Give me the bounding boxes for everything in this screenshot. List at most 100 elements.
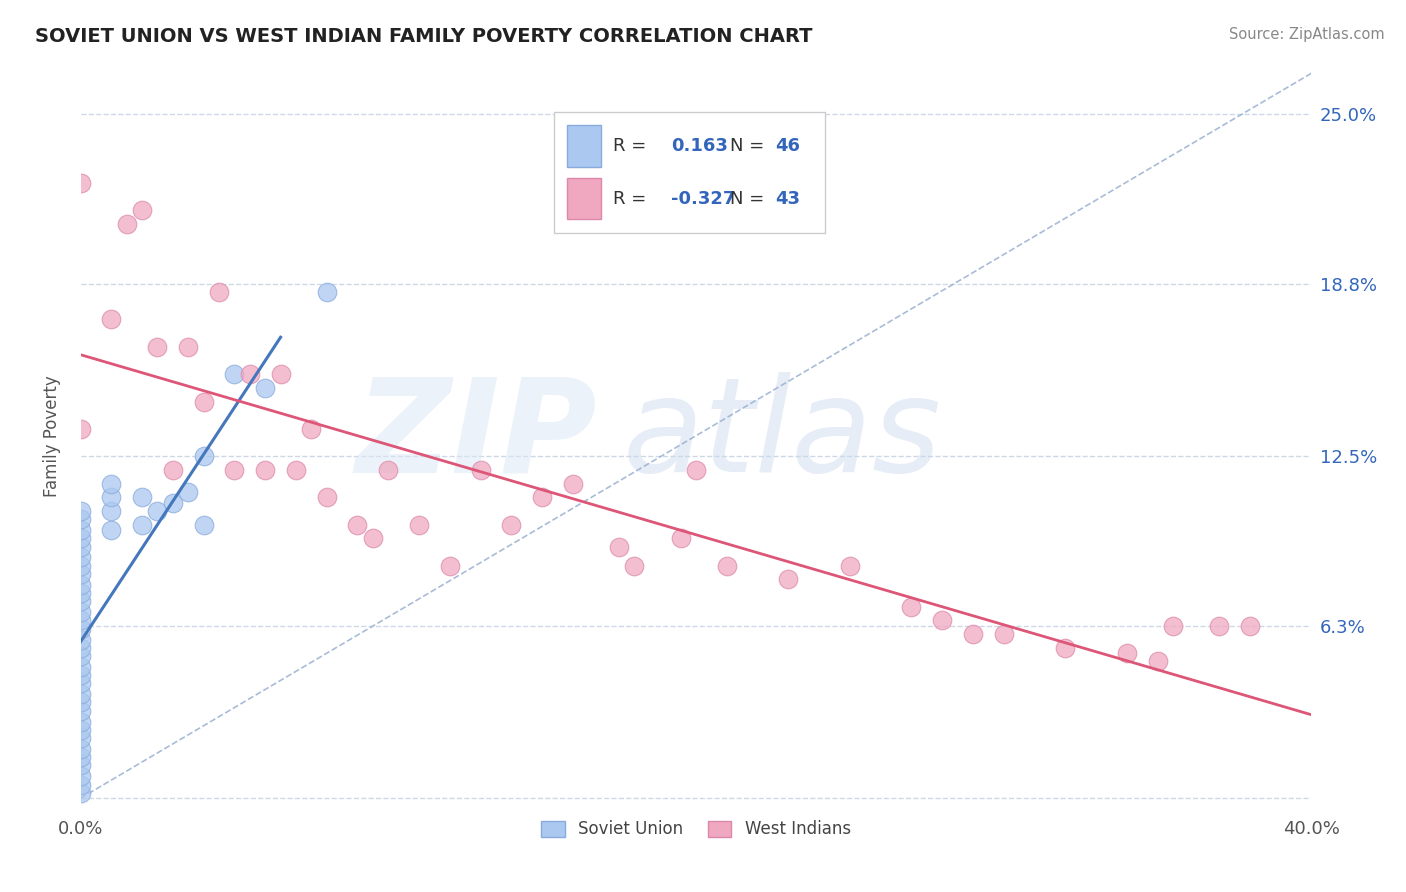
Point	[69, 523, 91, 537]
Point	[69, 704, 91, 718]
Point	[177, 340, 200, 354]
Point	[193, 394, 215, 409]
Point	[69, 614, 91, 628]
Point	[315, 490, 337, 504]
Point	[1161, 619, 1184, 633]
Point	[1146, 655, 1168, 669]
Point	[69, 660, 91, 674]
Point	[69, 586, 91, 600]
Point	[100, 490, 122, 504]
Point	[69, 176, 91, 190]
Point	[69, 758, 91, 772]
Point	[346, 517, 368, 532]
Point	[69, 676, 91, 690]
Point	[69, 640, 91, 655]
Point	[69, 632, 91, 647]
Point	[69, 531, 91, 545]
Point	[69, 786, 91, 800]
Point	[501, 517, 523, 532]
Point	[361, 531, 384, 545]
Point	[669, 531, 692, 545]
Point	[561, 476, 583, 491]
Point	[69, 687, 91, 701]
Point	[439, 558, 461, 573]
Point	[69, 558, 91, 573]
Point	[1239, 619, 1261, 633]
Point	[931, 614, 953, 628]
Point	[254, 381, 277, 395]
Point	[131, 490, 153, 504]
Point	[69, 668, 91, 682]
Point	[115, 217, 138, 231]
Point	[1115, 646, 1137, 660]
Point	[162, 496, 184, 510]
Text: SOVIET UNION VS WEST INDIAN FAMILY POVERTY CORRELATION CHART: SOVIET UNION VS WEST INDIAN FAMILY POVER…	[35, 27, 813, 45]
Point	[69, 566, 91, 581]
Point	[224, 367, 246, 381]
Point	[69, 512, 91, 526]
Point	[531, 490, 554, 504]
Point	[685, 463, 707, 477]
Point	[177, 484, 200, 499]
Point	[377, 463, 399, 477]
Point	[408, 517, 430, 532]
Point	[208, 285, 231, 299]
Text: N =: N =	[731, 190, 765, 208]
Point	[100, 523, 122, 537]
Y-axis label: Family Poverty: Family Poverty	[44, 375, 60, 497]
Point	[607, 540, 630, 554]
Point	[69, 769, 91, 783]
Text: ZIP: ZIP	[356, 372, 598, 500]
Text: atlas: atlas	[621, 372, 941, 500]
Point	[69, 578, 91, 592]
Point	[131, 202, 153, 217]
Text: Source: ZipAtlas.com: Source: ZipAtlas.com	[1229, 27, 1385, 42]
Text: R =: R =	[613, 190, 647, 208]
Point	[193, 449, 215, 463]
Point	[69, 714, 91, 729]
Point	[470, 463, 492, 477]
Text: -0.327: -0.327	[671, 190, 735, 208]
Point	[69, 778, 91, 792]
Point	[299, 422, 322, 436]
Point	[100, 312, 122, 326]
Text: 46: 46	[775, 137, 800, 155]
Point	[146, 504, 169, 518]
Point	[146, 340, 169, 354]
Text: 0.163: 0.163	[671, 137, 728, 155]
Point	[224, 463, 246, 477]
Text: R =: R =	[613, 137, 647, 155]
Point	[623, 558, 645, 573]
Point	[962, 627, 984, 641]
Point	[254, 463, 277, 477]
Point	[838, 558, 860, 573]
Point	[69, 540, 91, 554]
Point	[69, 696, 91, 710]
Point	[900, 599, 922, 614]
Legend: Soviet Union, West Indians: Soviet Union, West Indians	[534, 814, 858, 845]
Point	[1208, 619, 1230, 633]
Point	[69, 504, 91, 518]
Point	[69, 422, 91, 436]
Point	[69, 648, 91, 663]
Point	[69, 594, 91, 608]
Point	[716, 558, 738, 573]
FancyBboxPatch shape	[554, 112, 825, 233]
Point	[69, 723, 91, 737]
Point	[100, 476, 122, 491]
Point	[993, 627, 1015, 641]
Point	[69, 742, 91, 756]
Point	[162, 463, 184, 477]
Text: 43: 43	[775, 190, 800, 208]
Point	[69, 605, 91, 619]
Point	[778, 573, 800, 587]
Point	[284, 463, 307, 477]
Point	[193, 517, 215, 532]
FancyBboxPatch shape	[567, 126, 602, 167]
Point	[315, 285, 337, 299]
FancyBboxPatch shape	[567, 178, 602, 219]
Point	[131, 517, 153, 532]
Point	[270, 367, 292, 381]
Text: N =: N =	[731, 137, 765, 155]
Point	[69, 731, 91, 745]
